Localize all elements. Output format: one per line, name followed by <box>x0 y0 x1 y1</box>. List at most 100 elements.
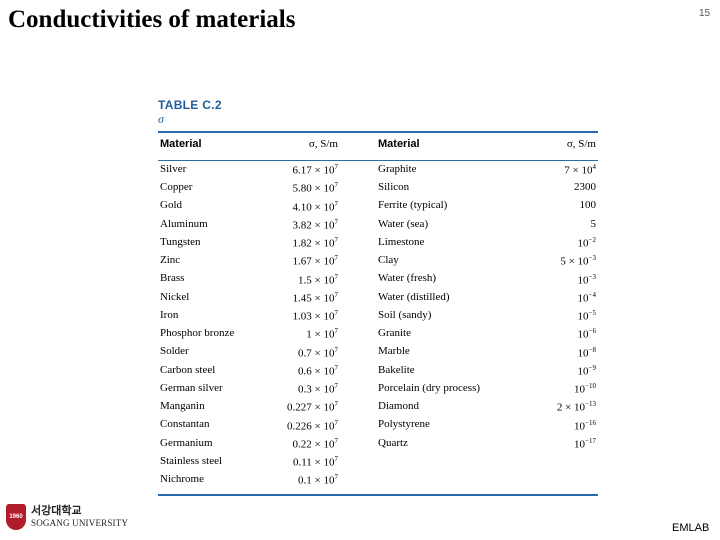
sigma-exponent: 7 <box>334 254 339 263</box>
sigma-mantissa: 0.7 <box>298 347 312 360</box>
page-number: 15 <box>699 8 711 19</box>
table-row: Brass 1.5 × 107 Water (fresh) 10−3 <box>158 270 598 288</box>
sigma-mantissa: 6.17 <box>292 164 312 177</box>
sigma-value-left: 0.1 × 107 <box>298 473 339 487</box>
material-left: Carbon steel <box>160 363 216 376</box>
logo-english-name: SOGANG UNIVERSITY <box>31 518 129 528</box>
sigma-plain: 2300 <box>574 181 596 194</box>
sigma-value-right: 10−8 <box>577 345 596 360</box>
sigma-value-left: 1 × 107 <box>306 327 339 341</box>
material-right: Silicon <box>378 181 410 194</box>
sigma-value-right <box>526 470 598 493</box>
university-logo: 1960 서강대학교 SOGANG UNIVERSITY <box>6 502 128 532</box>
sigma-mantissa: 0.227 <box>287 401 312 414</box>
sigma-exponent: −10 <box>585 382 596 390</box>
sigma-exponent: 7 <box>334 272 339 281</box>
sigma-exponent: 4 <box>592 163 597 171</box>
sigma-exponent: 7 <box>334 345 339 354</box>
table-row: Solder 0.7 × 107 Marble 10−8 <box>158 343 598 361</box>
table-bottom-rule <box>158 493 598 496</box>
logo-korean-name: 서강대학교 <box>31 504 82 517</box>
table-row: Stainless steel 0.11 × 107 <box>158 452 598 470</box>
sigma-exponent: 7 <box>334 217 339 226</box>
row-spacer <box>340 434 376 452</box>
sigma-mantissa: 5.80 <box>292 182 312 195</box>
row-spacer <box>340 343 376 361</box>
sigma-value-left: 0.227 × 107 <box>287 400 338 414</box>
row-spacer <box>340 379 376 397</box>
sigma-value-right: 10−10 <box>574 382 596 396</box>
table-row: Nickel 1.45 × 107 Water (distilled) 10−4 <box>158 288 598 306</box>
sigma-value-left: 1.67 × 107 <box>292 254 339 268</box>
sigma-exponent: 7 <box>334 473 339 482</box>
sigma-value-right: 2300 <box>526 178 598 196</box>
sigma-plain: 100 <box>579 199 597 212</box>
sigma-value-right: 10−4 <box>577 290 596 305</box>
sigma-value-right: 5 <box>526 215 598 233</box>
row-spacer <box>340 178 376 196</box>
material-right: Ferrite (typical) <box>378 199 448 212</box>
material-right: Polystyrene <box>378 418 430 431</box>
sigma-exponent: −8 <box>588 345 596 354</box>
material-left: Silver <box>160 162 187 175</box>
sigma-exponent: 7 <box>334 363 339 372</box>
table-row: Phosphor bronze 1 × 107 Granite 10−6 <box>158 324 598 342</box>
sigma-value-left: 0.11 × 107 <box>292 455 339 469</box>
sigma-mantissa: 0.22 <box>292 438 312 451</box>
sigma-exponent: 7 <box>334 236 339 244</box>
footer-lab-name: EMLAB <box>672 522 710 534</box>
material-left: Copper <box>160 181 193 194</box>
material-right: Graphite <box>378 162 417 175</box>
material-left: Zinc <box>160 254 181 267</box>
sigma-exponent: 7 <box>334 327 339 336</box>
material-right: Bakelite <box>378 363 415 376</box>
sigma-exponent: 7 <box>334 290 339 299</box>
table-caption: TABLE C.2 <box>158 98 222 112</box>
sigma-value-left: 3.82 × 107 <box>292 217 339 232</box>
sigma-mantissa: 0.6 <box>298 365 312 378</box>
sigma-mantissa: 0.1 <box>298 474 312 487</box>
sigma-value-left: 1.45 × 107 <box>292 290 339 305</box>
table-row: Aluminum 3.82 × 107 Water (sea) 5 <box>158 215 598 233</box>
sigma-value-right: 10−2 <box>577 236 596 250</box>
table-row: Silver 6.17 × 107 Graphite 7 × 104 <box>158 155 598 178</box>
sigma-value-right: 10−5 <box>577 309 596 323</box>
crest-label: 1960 <box>9 514 23 520</box>
table-body: Silver 6.17 × 107 Graphite 7 × 104 Copper 5.8… <box>158 155 598 494</box>
sigma-mantissa: 5 <box>560 255 566 268</box>
material-right: Diamond <box>378 400 419 413</box>
sigma-mantissa: 0.226 <box>287 420 312 433</box>
material-left: Nichrome <box>160 473 204 486</box>
sigma-value-right: 10−17 <box>574 436 596 451</box>
material-left: Stainless steel <box>160 454 223 467</box>
sigma-value-right: 7 × 104 <box>564 163 597 177</box>
header-sigma-right: σ, S/m <box>566 138 596 150</box>
material-left: Constantan <box>160 418 210 431</box>
table-header-row: Material σ, S/m Material σ, S/m <box>158 133 598 155</box>
sigma-value-left: 0.6 × 107 <box>298 363 339 378</box>
sigma-exponent: −5 <box>588 309 596 317</box>
material-left: Germanium <box>160 436 213 449</box>
sigma-exponent: 7 <box>334 455 339 463</box>
sigma-mantissa: 1.5 <box>298 274 312 287</box>
material-left: Phosphor bronze <box>160 327 235 340</box>
sigma-exponent: −2 <box>588 236 596 244</box>
row-spacer <box>340 306 376 324</box>
sigma-exponent: −9 <box>588 363 596 372</box>
sigma-mantissa: 1.45 <box>292 292 312 305</box>
slide-title: Conductivities of materials <box>8 6 296 33</box>
row-spacer <box>340 197 376 215</box>
table-row: Iron 1.03 × 107 Soil (sandy) 10−5 <box>158 306 598 324</box>
row-spacer <box>340 470 376 493</box>
row-spacer <box>340 270 376 288</box>
sigma-mantissa: 0.3 <box>298 383 312 396</box>
table-row: Zinc 1.67 × 107 Clay 5 × 10−3 <box>158 251 598 269</box>
row-spacer <box>340 452 376 470</box>
material-right: Marble <box>378 345 410 358</box>
material-right: Water (fresh) <box>378 272 437 285</box>
sigma-value-right: 2 × 10−13 <box>556 400 596 414</box>
sigma-exponent: 7 <box>334 309 339 317</box>
header-sigma-left: σ, S/m <box>308 138 338 150</box>
sigma-value-left: 1.5 × 107 <box>298 272 339 287</box>
sigma-exponent: 7 <box>334 199 339 208</box>
